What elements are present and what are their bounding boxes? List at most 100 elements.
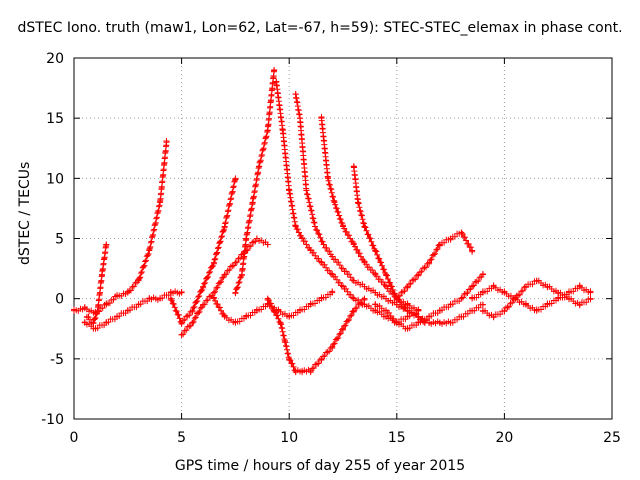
data-point — [361, 223, 368, 230]
data-point — [404, 325, 411, 332]
series-8 — [273, 78, 422, 326]
data-point — [178, 289, 185, 296]
data-point — [469, 307, 476, 314]
data-point — [103, 301, 110, 308]
data-point — [178, 331, 185, 338]
data-point — [415, 313, 422, 320]
data-point — [340, 325, 346, 332]
data-point — [307, 367, 314, 374]
data-point — [479, 307, 486, 314]
data-point — [533, 277, 540, 284]
data-point — [329, 289, 336, 296]
data-point — [221, 271, 228, 278]
data-point — [146, 247, 153, 254]
data-point — [232, 289, 239, 296]
data-point — [264, 127, 271, 134]
series-11 — [318, 114, 422, 314]
axis-ticks: 0 5 10 15 20 25 -10 -5 0 5 10 15 20 — [41, 51, 621, 446]
data-point — [329, 343, 336, 350]
data-point — [555, 289, 562, 296]
data-point — [512, 295, 519, 302]
data-point — [238, 271, 245, 278]
series-3 — [81, 288, 185, 332]
series-markers — [318, 114, 422, 314]
data-point — [340, 265, 346, 272]
data-point — [299, 367, 306, 374]
x-axis-label: GPS time / hours of day 255 of year 2015 — [174, 458, 466, 474]
data-point — [249, 199, 256, 206]
data-point — [271, 307, 278, 314]
data-point — [189, 307, 196, 314]
y-tick-label: -10 — [41, 412, 64, 428]
series-markers — [479, 277, 594, 321]
data-point — [490, 283, 497, 290]
data-point — [124, 307, 131, 314]
data-point — [232, 175, 239, 182]
data-point — [479, 301, 486, 308]
data-point — [292, 91, 299, 98]
data-point — [167, 289, 174, 296]
data-point — [178, 319, 185, 326]
data-point — [355, 199, 362, 206]
series-7 — [232, 67, 278, 297]
data-point — [312, 223, 319, 230]
data-point — [331, 199, 338, 206]
data-point — [103, 241, 110, 248]
data-point — [361, 295, 368, 302]
data-point — [436, 241, 443, 248]
data-point — [286, 313, 293, 320]
data-point — [479, 289, 486, 296]
data-point — [447, 319, 454, 326]
data-point — [350, 277, 357, 284]
data-point — [576, 283, 583, 290]
data-point — [324, 175, 331, 182]
data-point — [286, 187, 293, 194]
data-point — [350, 295, 357, 302]
data-point — [163, 139, 170, 146]
data-point — [318, 115, 325, 122]
series-markers — [393, 230, 476, 303]
data-point — [81, 319, 88, 326]
data-point — [350, 163, 357, 170]
data-point — [383, 307, 390, 314]
data-point — [458, 313, 465, 320]
data-point — [350, 307, 357, 314]
data-point — [210, 259, 217, 266]
data-point — [98, 271, 105, 278]
data-point — [221, 223, 228, 230]
series-6 — [210, 288, 336, 326]
data-point — [157, 295, 164, 302]
data-point — [436, 307, 443, 314]
data-point — [361, 259, 368, 266]
data-point — [281, 337, 288, 344]
data-point — [447, 301, 454, 308]
data-point — [587, 295, 594, 302]
series-5 — [178, 235, 271, 338]
data-point — [404, 283, 411, 290]
series-1 — [71, 138, 170, 317]
data-point — [92, 325, 99, 332]
data-point — [296, 307, 303, 314]
data-point — [383, 295, 390, 302]
y-tick-label: 0 — [55, 292, 64, 308]
data-point — [303, 187, 310, 194]
y-axis-label: dSTEC / TECUs — [17, 161, 33, 265]
data-point — [404, 307, 411, 314]
x-tick-label: 20 — [495, 430, 513, 446]
data-point — [522, 301, 529, 308]
data-point — [243, 235, 250, 242]
data-point — [232, 319, 239, 326]
data-point — [383, 271, 390, 278]
x-tick-label: 5 — [177, 430, 186, 446]
data-point — [350, 241, 357, 248]
data-point — [94, 307, 101, 314]
series-markers — [469, 282, 594, 314]
series-markers — [264, 296, 368, 376]
data-point — [114, 313, 121, 320]
data-point — [124, 289, 131, 296]
data-point — [71, 307, 77, 314]
data-point — [340, 283, 346, 290]
data-point — [544, 301, 551, 308]
series-2 — [83, 241, 110, 327]
